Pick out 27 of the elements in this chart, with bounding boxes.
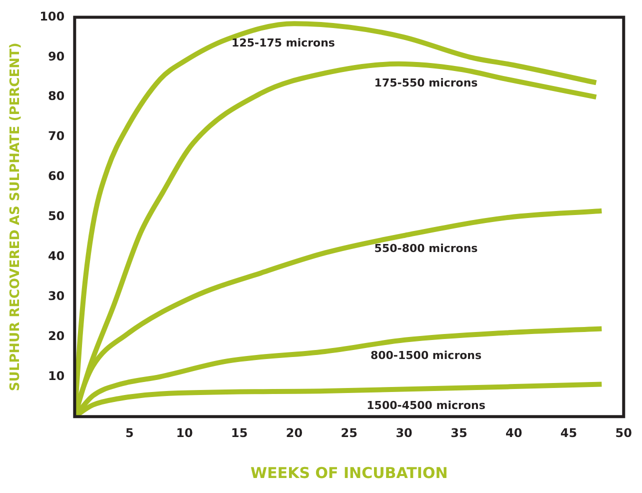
x-axis-title: WEEKS OF INCUBATION bbox=[250, 464, 448, 482]
x-tick-label: 25 bbox=[340, 426, 358, 440]
y-tick-label: 60 bbox=[48, 169, 65, 184]
x-tick-label: 20 bbox=[286, 426, 303, 440]
x-tick-label: 15 bbox=[231, 426, 248, 440]
x-tick-label: 40 bbox=[506, 426, 522, 440]
y-tick-label: 10 bbox=[48, 368, 65, 383]
y-tick-label: 90 bbox=[48, 49, 65, 64]
series-label: 550-800 microns bbox=[374, 242, 478, 255]
y-tick-label: 50 bbox=[48, 209, 65, 224]
x-tick-label: 50 bbox=[615, 426, 632, 440]
x-tick-label: 5 bbox=[125, 426, 134, 440]
series-label: 175-550 microns bbox=[374, 76, 478, 90]
y-tick-label: 100 bbox=[40, 9, 65, 24]
x-tick-label: 35 bbox=[450, 426, 468, 440]
x-tick-label: 45 bbox=[560, 426, 578, 440]
series-label: 800-1500 microns bbox=[370, 348, 482, 362]
y-axis-title: SULPHUR RECOVERED AS SULPHATE (PERCENT) bbox=[8, 42, 24, 392]
y-tick-label: 30 bbox=[48, 288, 65, 303]
x-tick-label: 10 bbox=[176, 426, 193, 440]
y-tick-label: 20 bbox=[48, 328, 65, 343]
x-tick-label: 30 bbox=[396, 426, 412, 440]
y-tick-label: 80 bbox=[48, 89, 65, 104]
series-label: 1500-4500 microns bbox=[366, 398, 486, 412]
y-tick-label: 40 bbox=[48, 248, 65, 263]
series-label: 125-175 microns bbox=[232, 36, 336, 50]
y-tick-label: 70 bbox=[48, 129, 65, 144]
